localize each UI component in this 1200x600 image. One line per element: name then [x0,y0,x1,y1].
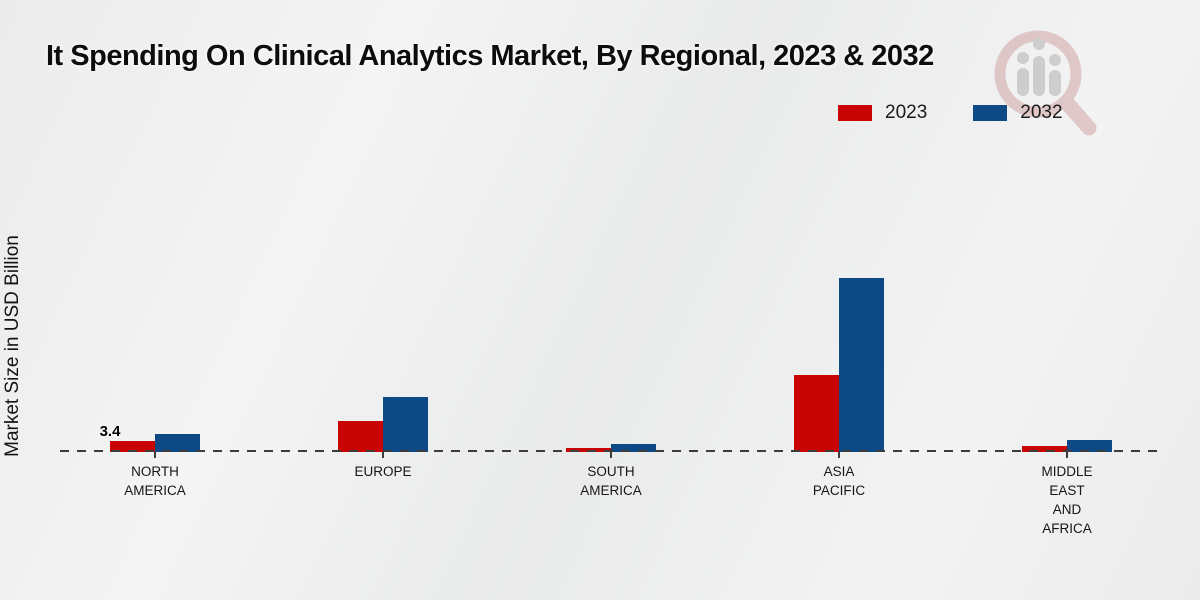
x-axis-tick-asia-pacific [838,452,840,458]
bar-2032-middle-east-and-africa [1067,440,1112,452]
legend-swatch-2032 [973,105,1008,121]
bar-2032-south-america [611,444,656,452]
x-axis-tick-south-america [610,452,612,458]
legend-item-2032: 2032 [973,102,1063,124]
x-axis-tick-europe [382,452,384,458]
bar-2023-north-america [110,441,155,452]
x-axis-label-south-america: SOUTH AMERICA [580,464,642,498]
legend-swatch-2023 [838,105,872,121]
legend-label-2032: 2032 [1020,102,1063,123]
x-axis-label-middle-east-and-africa: MIDDLE EAST AND AFRICA [1041,464,1093,536]
zero-baseline [60,450,1160,452]
x-axis-label-europe: EUROPE [354,464,412,479]
footer-accent-bar [0,588,1200,600]
bar-2032-north-america [155,434,200,452]
bar-2032-asia-pacific [839,278,884,452]
x-axis-tick-north-america [154,452,156,458]
bar-2023-middle-east-and-africa [1022,446,1067,452]
legend-item-2023: 2023 [838,102,927,124]
data-label-2023-north-america: 3.4 [99,423,121,440]
bar-2023-asia-pacific [794,375,839,452]
legend: 2023 2032 [838,102,1063,124]
x-axis-label-north-america: NORTH AMERICA [124,464,186,498]
bar-2032-europe [383,397,428,452]
x-axis-label-asia-pacific: ASIA PACIFIC [812,464,866,498]
x-axis-tick-middle-east-and-africa [1066,452,1068,458]
legend-label-2023: 2023 [885,102,928,123]
bar-2023-europe [338,421,383,452]
magnifier-bar-chart-logo-watermark [994,30,1097,136]
chart-title: It Spending On Clinical Analytics Market… [46,40,934,72]
